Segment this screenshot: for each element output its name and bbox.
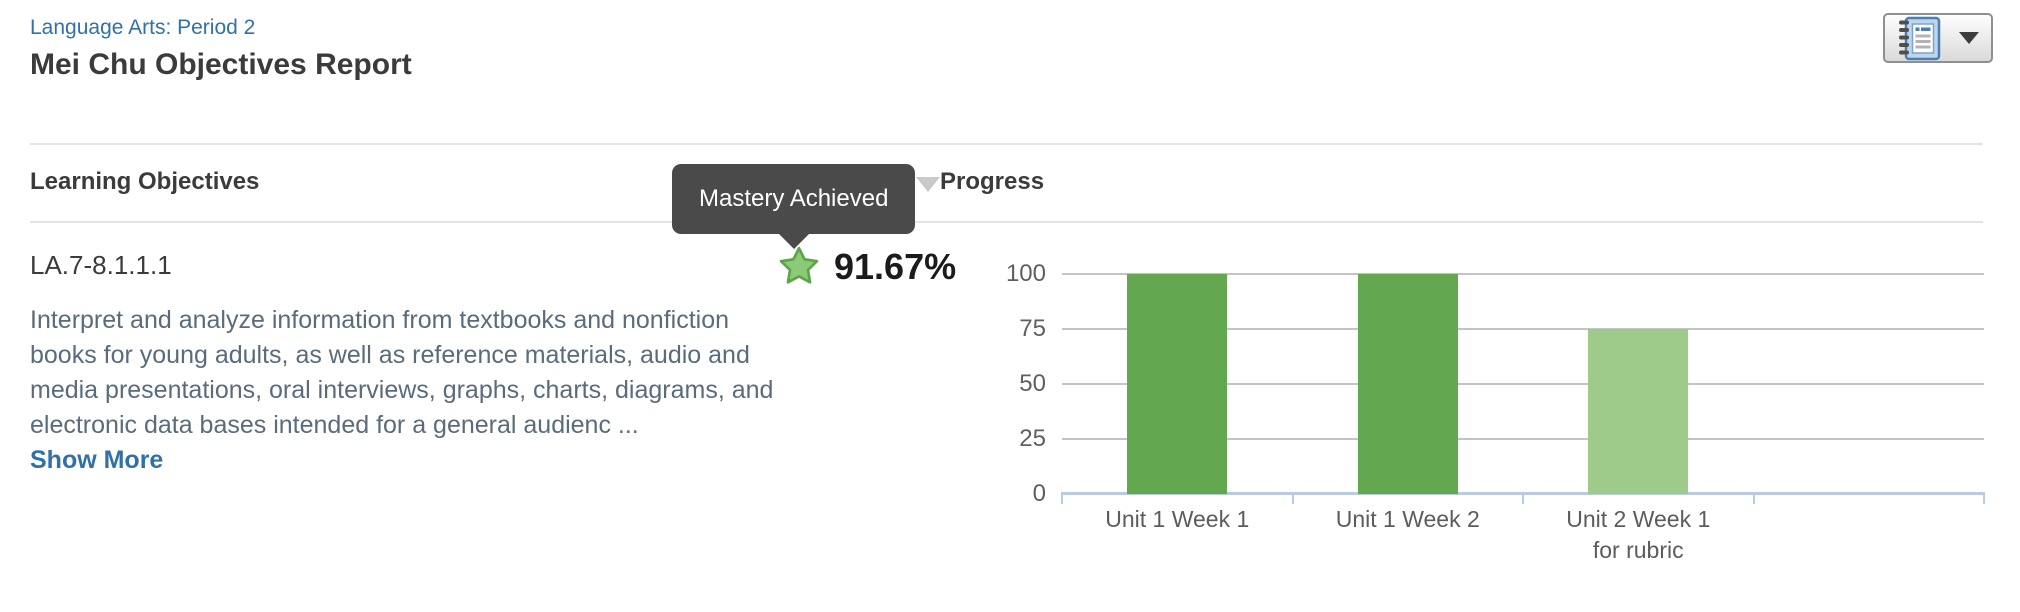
column-header-progress[interactable]: Progress xyxy=(940,168,1045,195)
x-axis-tick xyxy=(1752,492,1755,504)
chart-bar xyxy=(1127,274,1228,494)
gridline xyxy=(1062,328,1984,330)
gridline xyxy=(1062,438,1984,440)
progress-chart: 0 25 50 75 100 Unit 1 Week 1 Unit 1 Week 2 Unit… xyxy=(960,260,2020,590)
x-tick-label: Unit 1 Week 2 xyxy=(1335,506,1480,532)
y-axis-tick-label: 25 xyxy=(1019,425,1046,452)
mastery-cell: 91.67% xyxy=(778,246,956,288)
y-axis-tick-label: 0 xyxy=(1032,480,1046,507)
header-divider-top xyxy=(30,143,1983,145)
chart-bar xyxy=(1588,329,1689,494)
x-tick-label: Unit 1 Week 1 xyxy=(1105,506,1250,532)
chart-bar xyxy=(1357,274,1458,494)
page-title: Mei Chu Objectives Report xyxy=(30,48,412,81)
x-axis-tick xyxy=(1983,492,1985,504)
x-axis-tick xyxy=(1061,492,1063,504)
show-more-link[interactable]: Show More xyxy=(30,446,164,474)
course-breadcrumb-link[interactable]: Language Arts: Period 2 xyxy=(30,16,256,39)
report-options-button[interactable] xyxy=(1883,13,1993,63)
x-tick-label: Unit 2 Week 1 for rubric xyxy=(1566,506,1711,563)
gridline xyxy=(1062,383,1984,385)
mastery-tooltip: Mastery Achieved xyxy=(672,164,916,249)
x-axis-tick xyxy=(1522,492,1524,504)
objective-row: LA.7-8.1.1.1 Interpret and analyze infor… xyxy=(30,250,800,475)
y-axis-tick-label: 75 xyxy=(1019,315,1046,342)
notebook-icon xyxy=(1897,15,1943,61)
tooltip-arrow xyxy=(778,233,810,249)
mastery-percent: 91.67% xyxy=(834,246,957,287)
column-header-learning-objectives[interactable]: Learning Objectives xyxy=(30,168,260,195)
objective-description: Interpret and analyze information from t… xyxy=(30,306,774,439)
caret-down-icon xyxy=(1959,32,1979,44)
header-divider-bottom xyxy=(30,221,1983,223)
sort-caret-down-icon[interactable] xyxy=(916,177,940,192)
y-axis-tick-label: 100 xyxy=(1005,260,1046,287)
gridline xyxy=(1062,273,1984,275)
objective-code: LA.7-8.1.1.1 xyxy=(30,250,172,280)
star-icon[interactable] xyxy=(778,246,820,288)
x-axis-tick xyxy=(1291,492,1294,504)
mastery-tooltip-text: Mastery Achieved xyxy=(699,185,889,212)
y-axis-tick-label: 50 xyxy=(1019,370,1046,397)
